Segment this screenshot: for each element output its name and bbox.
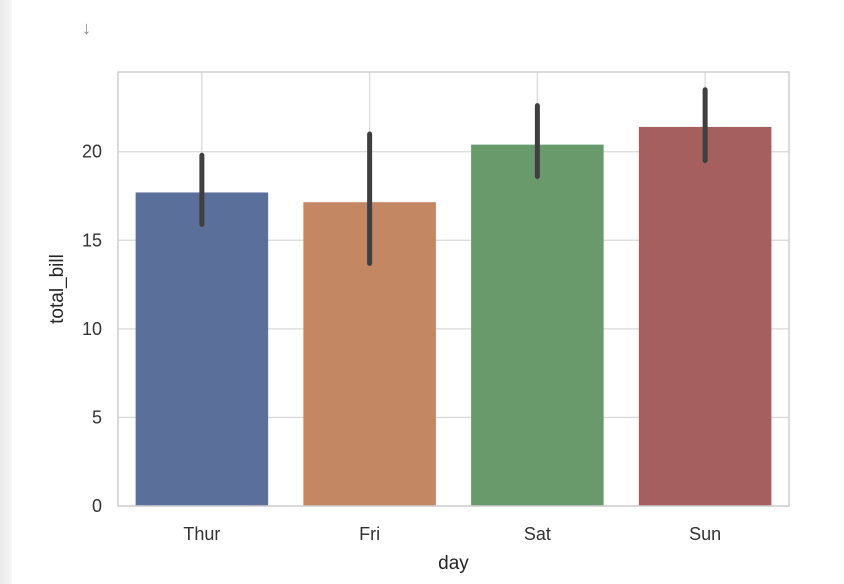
y-tick-label: 0 (92, 496, 102, 516)
x-axis-label: day (438, 553, 469, 574)
x-tick-label-fri: Fri (359, 524, 380, 544)
bar-thur (135, 192, 269, 506)
y-tick-labels: 0 5 10 15 20 (82, 142, 102, 516)
error-bars-layer (199, 87, 708, 266)
bar-sun (638, 126, 772, 507)
left-rail (0, 0, 12, 584)
x-tick-label-sun: Sun (689, 524, 721, 544)
y-axis-label: total_bill (47, 254, 68, 324)
y-tick-label: 20 (82, 142, 102, 162)
y-tick-label: 5 (92, 407, 102, 427)
plot-frame (117, 71, 790, 507)
y-tick-label: 10 (82, 319, 102, 339)
x-tick-labels: Thur Fri Sat Sun (183, 524, 721, 544)
y-tick-label: 15 (82, 230, 102, 250)
x-tick-label-sat: Sat (524, 524, 551, 544)
x-tick-label-thur: Thur (183, 524, 220, 544)
bar-sat (471, 144, 604, 506)
scroll-down-arrow-icon[interactable]: ↓ (82, 18, 91, 38)
